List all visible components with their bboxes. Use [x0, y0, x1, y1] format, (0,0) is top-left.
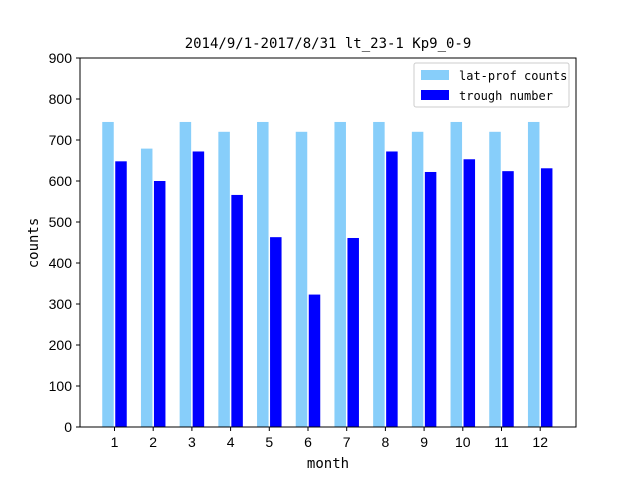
bar-trough-number	[115, 161, 127, 427]
bar-lat-prof-counts	[489, 131, 501, 428]
legend-swatch-trough-number	[421, 90, 449, 100]
bar-trough-number	[540, 168, 553, 428]
y-tick-label: 900	[49, 50, 73, 66]
x-tick-label: 7	[343, 434, 351, 450]
x-tick-label: 2	[149, 434, 157, 450]
y-tick-label: 600	[49, 173, 73, 189]
x-tick-label: 12	[532, 434, 548, 450]
bar-lat-prof-counts	[102, 121, 114, 428]
bar-lat-prof-counts	[450, 121, 463, 428]
bar-lat-prof-counts	[218, 131, 230, 428]
x-tick-label: 4	[227, 434, 235, 450]
x-tick-label: 8	[382, 434, 390, 450]
bar-trough-number	[231, 194, 243, 427]
x-axis-label: month	[307, 456, 349, 472]
x-tick-label: 11	[494, 434, 509, 450]
bar-lat-prof-counts	[527, 121, 540, 428]
bar-trough-number	[386, 151, 398, 428]
y-axis-label: counts	[26, 218, 42, 269]
bar-lat-prof-counts	[373, 121, 385, 428]
y-tick-label: 300	[49, 296, 73, 312]
bar-trough-number	[270, 237, 282, 427]
bar-trough-number	[308, 294, 321, 427]
bar-trough-number	[347, 237, 359, 427]
x-tick-label: 6	[304, 434, 312, 450]
x-tick-label: 1	[111, 434, 119, 450]
legend-label-lat-prof-counts: lat-prof counts	[459, 69, 567, 83]
legend: lat-prof counts trough number	[413, 62, 570, 108]
chart-title: 2014/9/1-2017/8/31 lt_23-1 Kp9_0-9	[185, 36, 472, 52]
bar-trough-number	[153, 181, 166, 427]
bar-lat-prof-counts	[334, 121, 346, 428]
y-tick-label: 200	[49, 337, 73, 353]
y-tick-label: 700	[49, 132, 73, 148]
legend-swatch-lat-prof-counts	[421, 70, 449, 80]
bar-trough-number	[502, 171, 514, 427]
bar-trough-number	[192, 151, 205, 428]
plot-frame	[79, 57, 577, 428]
y-tick-label: 100	[49, 378, 73, 394]
y-tick-label: 800	[49, 91, 73, 107]
legend-box	[413, 62, 570, 108]
bar-trough-number	[424, 171, 437, 427]
bar-lat-prof-counts	[257, 121, 269, 428]
y-tick-label: 0	[64, 419, 72, 435]
y-tick-label: 500	[49, 214, 73, 230]
bar-lat-prof-counts	[140, 148, 153, 428]
x-tick-label: 10	[455, 434, 471, 450]
legend-label-trough-number: trough number	[459, 89, 553, 103]
x-tick-label: 9	[420, 434, 428, 450]
x-tick-label: 5	[265, 434, 273, 450]
bar-trough-number	[463, 159, 476, 427]
bar-lat-prof-counts	[411, 131, 424, 428]
y-tick-label: 400	[49, 255, 73, 271]
bar-lat-prof-counts	[295, 131, 308, 428]
x-tick-label: 3	[188, 434, 196, 450]
bar-lat-prof-counts	[179, 121, 192, 428]
